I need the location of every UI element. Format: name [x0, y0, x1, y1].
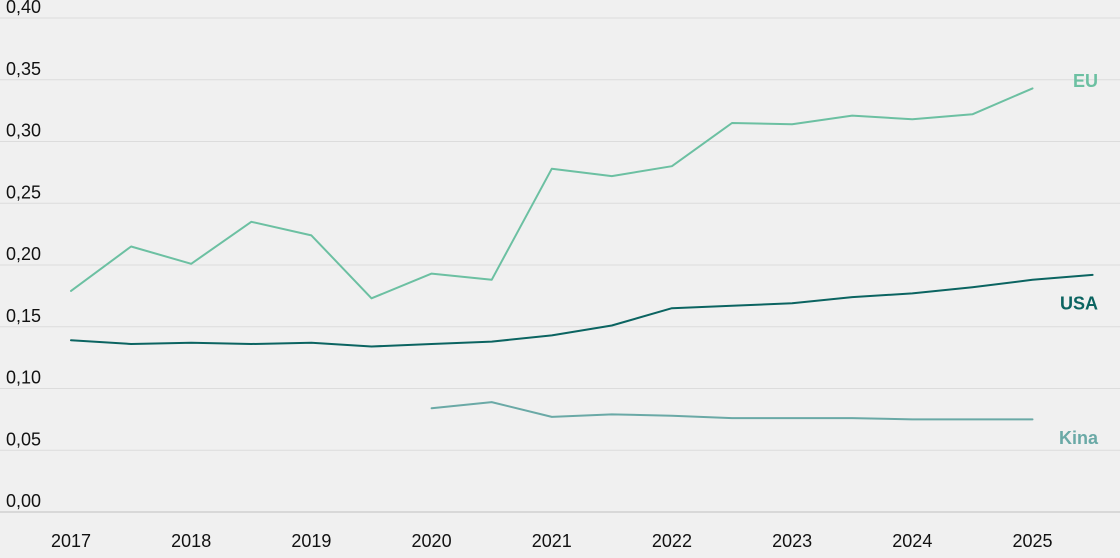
x-tick-label: 2017	[51, 531, 91, 551]
x-axis-ticks: 2017 2018 2019 2020 2021 2022 2023 2024 2025	[51, 531, 1053, 551]
x-tick-label: 2024	[892, 531, 932, 551]
series-labels: EU USA Kina	[1059, 71, 1099, 448]
y-tick-label: 0,10	[6, 368, 41, 388]
series-line-kina	[430, 401, 1034, 421]
y-tick-label: 0,40	[6, 0, 41, 17]
series-label-kina: Kina	[1059, 428, 1099, 448]
series-lines	[70, 87, 1094, 421]
series-line-usa	[70, 273, 1094, 348]
x-tick-label: 2018	[171, 531, 211, 551]
y-tick-label: 0,15	[6, 306, 41, 326]
series-label-eu: EU	[1073, 71, 1098, 91]
y-tick-label: 0,30	[6, 121, 41, 141]
x-tick-label: 2019	[291, 531, 331, 551]
x-tick-label: 2022	[652, 531, 692, 551]
grid-lines	[0, 17, 1120, 513]
y-tick-label: 0,35	[6, 59, 41, 79]
x-tick-label: 2025	[1012, 531, 1052, 551]
series-line-eu	[70, 87, 1034, 300]
series-label-usa: USA	[1060, 293, 1098, 313]
x-tick-label: 2023	[772, 531, 812, 551]
x-tick-label: 2021	[532, 531, 572, 551]
y-tick-label: 0,00	[6, 491, 41, 511]
y-axis-ticks: 0,00 0,05 0,10 0,15 0,20 0,25 0,30 0,35 0,40	[6, 0, 41, 511]
x-tick-label: 2020	[412, 531, 452, 551]
y-tick-label: 0,05	[6, 429, 41, 449]
y-tick-label: 0,20	[6, 244, 41, 264]
y-tick-label: 0,25	[6, 182, 41, 202]
